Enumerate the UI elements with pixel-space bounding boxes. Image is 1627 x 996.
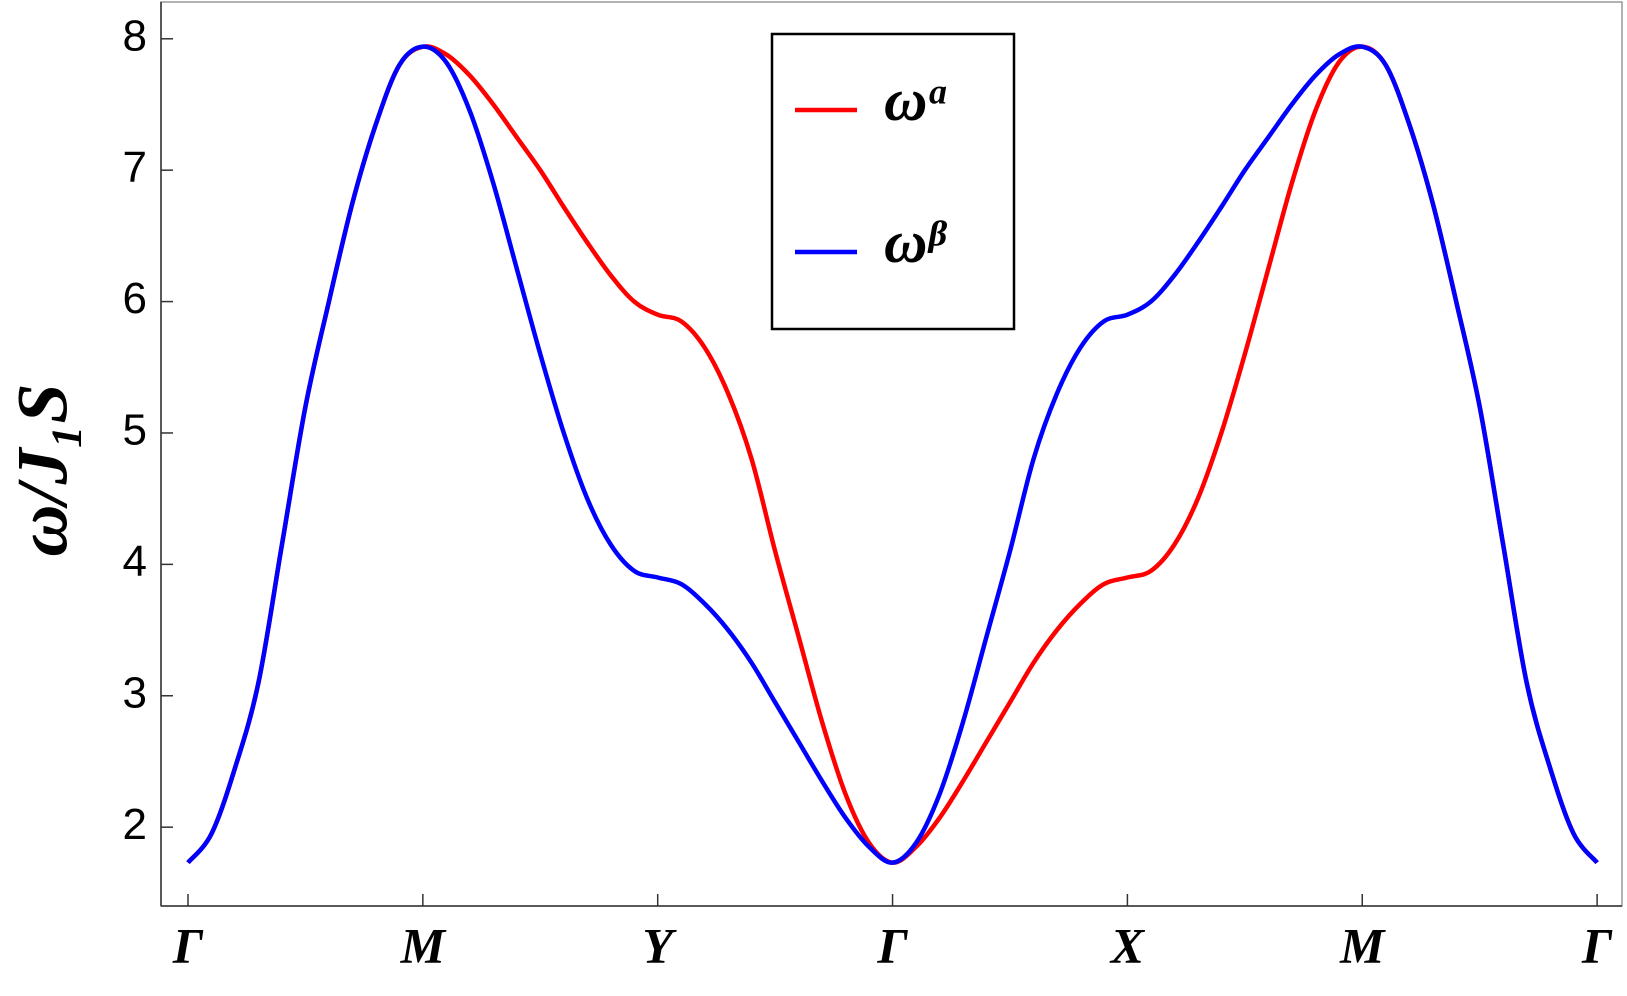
legend-box [770, 32, 1016, 331]
x-tick-label: M [400, 917, 447, 973]
y-tick-label: 8 [123, 11, 147, 60]
x-tick-label: M [1339, 917, 1386, 973]
y-tick-label: 3 [123, 668, 147, 717]
y-axis-label: ω/J₁S [3, 383, 83, 556]
y-tick-label: 5 [123, 406, 147, 455]
x-tick-label: Y [642, 917, 677, 973]
y-tick-label: 7 [123, 143, 147, 192]
x-tick-label: Γ [1581, 917, 1613, 973]
legend-label: ωᵝ [884, 209, 947, 275]
y-tick-label: 4 [123, 537, 147, 586]
x-tick-label: Γ [172, 917, 204, 973]
legend-label: ωᵅ [884, 67, 946, 133]
x-tick-label: Γ [876, 917, 908, 973]
y-tick-label: 2 [123, 800, 147, 849]
series-line [186, 44, 1599, 865]
x-tick-label: X [1109, 917, 1146, 973]
y-tick-label: 6 [123, 274, 147, 323]
